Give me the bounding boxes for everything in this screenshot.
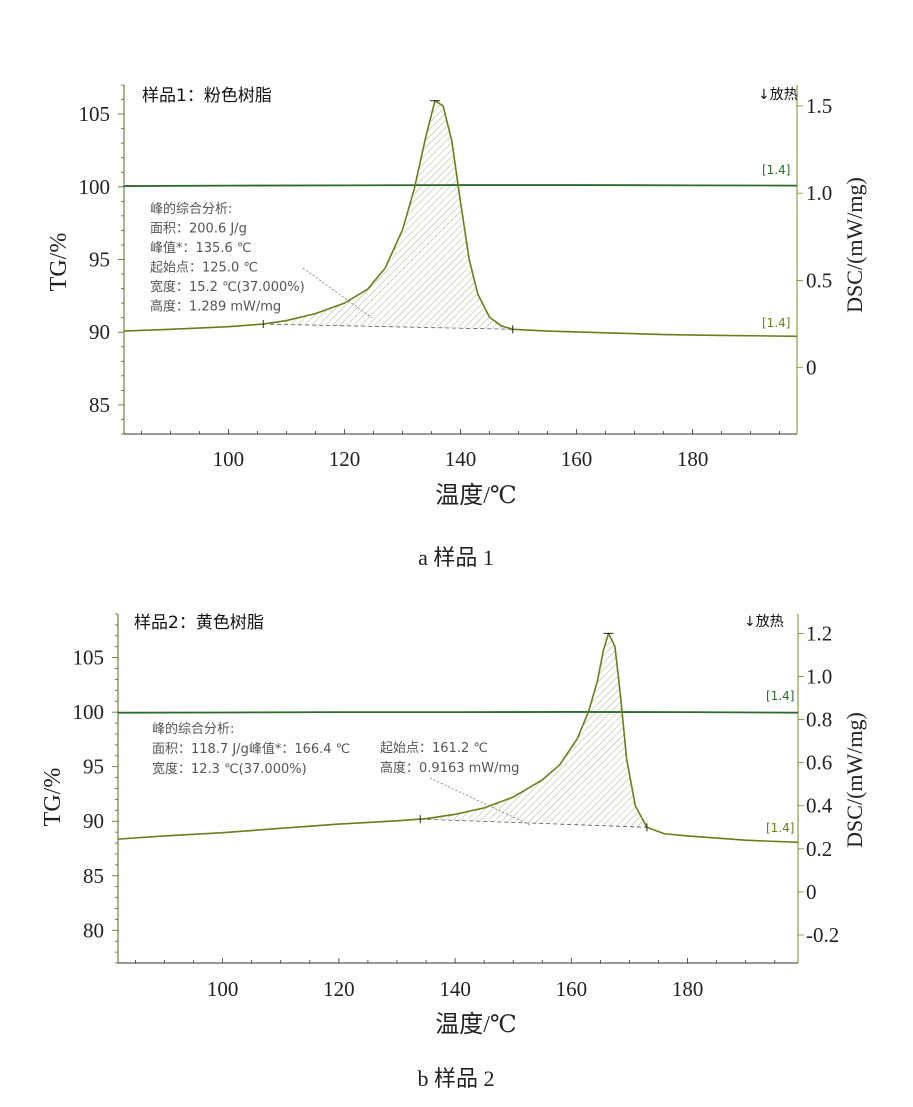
y-left-tick-label: 90: [89, 320, 110, 344]
peak-hatched-area: [420, 633, 647, 828]
panel-caption: a 样品 1: [418, 545, 494, 570]
y-left-tick-label: 100: [79, 175, 111, 199]
peak-baseline: [420, 818, 647, 828]
annotation-leader: [429, 777, 531, 826]
y-right-tick-label: 0.2: [806, 837, 832, 861]
y-right-tick-label: -0.2: [806, 923, 839, 947]
y-left-tick-label: 85: [89, 393, 110, 417]
y-left-axis-title: TG/%: [40, 768, 66, 827]
exo-label: ↓放热: [758, 87, 798, 103]
y-right-tick-label: 0.6: [806, 751, 832, 775]
x-tick-label: 120: [329, 447, 361, 471]
y-left-tick-label: 85: [83, 864, 104, 888]
tg-curve: [123, 184, 798, 187]
x-tick-label: 180: [672, 977, 704, 1001]
y-right-tick-label: 0.8: [806, 708, 832, 732]
peak-analysis-line: 高度：1.289 mW/mg: [150, 299, 281, 315]
dsc-curve: [117, 632, 799, 844]
tg-curve: [117, 711, 799, 714]
y-right-axis-title: DSC/(mW/mg): [842, 177, 867, 313]
y-right-tick-label: 1.0: [806, 664, 832, 688]
peak-analysis-line: 面积：118.7 J/g峰值*：166.4 ℃: [152, 741, 350, 757]
peak-analysis-line: 宽度：12.3 ℃(37.000%): [152, 761, 307, 777]
dsc-curve-marker: [1.4]: [766, 821, 794, 835]
y-right-axis-title: DSC/(mW/mg): [842, 712, 867, 848]
x-tick-label: 160: [556, 977, 588, 1001]
peak-analysis-line: 起始点：125.0 ℃: [150, 261, 258, 276]
y-right-tick-label: 0.4: [806, 794, 833, 818]
y-left-axis-title: TG/%: [46, 233, 72, 292]
y-right-tick-label: 1.2: [806, 621, 832, 645]
y-left-tick-label: 95: [83, 755, 104, 779]
peak-analysis-line-right: 高度：0.9163 mW/mg: [380, 760, 519, 776]
panel-title: 样品1：粉色树脂: [142, 86, 272, 106]
chart-panel-2: 100 120 140 160 180 80 85 90 95 100 105 -0.2 0 0.2 0.4…: [40, 613, 867, 1091]
panel-title: 样品2：黄色树脂: [134, 613, 264, 633]
y-right-tick-label: 0.5: [806, 268, 832, 292]
y-left-tick-label: 95: [89, 248, 110, 272]
y-left-tick-label: 105: [73, 646, 105, 670]
x-tick-label: 160: [561, 447, 593, 471]
y-right-tick-label: 0: [806, 880, 817, 904]
peak-analysis-line-right: 起始点：161.2 ℃: [380, 741, 488, 756]
x-axis-title: 温度/℃: [435, 482, 517, 509]
y-left-tick-label: 90: [83, 809, 104, 833]
x-tick-label: 100: [207, 977, 239, 1001]
x-axis-title: 温度/℃: [435, 1011, 517, 1038]
x-tick-label: 140: [439, 977, 471, 1001]
y-left-tick-label: 105: [79, 102, 111, 126]
peak-hatched-area: [263, 100, 513, 330]
y-right-tick-label: 1.0: [806, 181, 832, 205]
y-right-tick-label: 0: [806, 356, 817, 380]
peak-analysis-line: 宽度：15.2 ℃(37.000%): [150, 279, 305, 295]
y-right-tick-label: 1.5: [806, 94, 832, 118]
x-tick-label: 180: [677, 447, 709, 471]
peak-analysis-heading: 峰的综合分析:: [150, 201, 232, 217]
tg-curve-marker: [1.4]: [766, 689, 794, 703]
chart-panel-1: 100 120 140 160 180 85 90 95 100 105 0 0.5 1.0 1.5 样品1…: [46, 84, 867, 570]
x-tick-label: 140: [445, 447, 477, 471]
dsc-curve-marker: [1.4]: [762, 316, 790, 330]
y-left-tick-label: 80: [83, 918, 104, 942]
y-left-tick-label: 100: [73, 700, 105, 724]
peak-analysis-heading: 峰的综合分析:: [152, 721, 234, 737]
peak-analysis-line: 峰值*：135.6 ℃: [150, 240, 251, 256]
panel-caption: b 样品 2: [417, 1066, 494, 1091]
exo-label: ↓放热: [744, 614, 784, 630]
tg-curve-marker: [1.4]: [762, 163, 790, 177]
dsc-curve: [123, 99, 798, 338]
peak-analysis-line: 面积：200.6 J/g: [150, 222, 247, 237]
x-tick-label: 120: [323, 977, 355, 1001]
x-tick-label: 100: [213, 447, 245, 471]
